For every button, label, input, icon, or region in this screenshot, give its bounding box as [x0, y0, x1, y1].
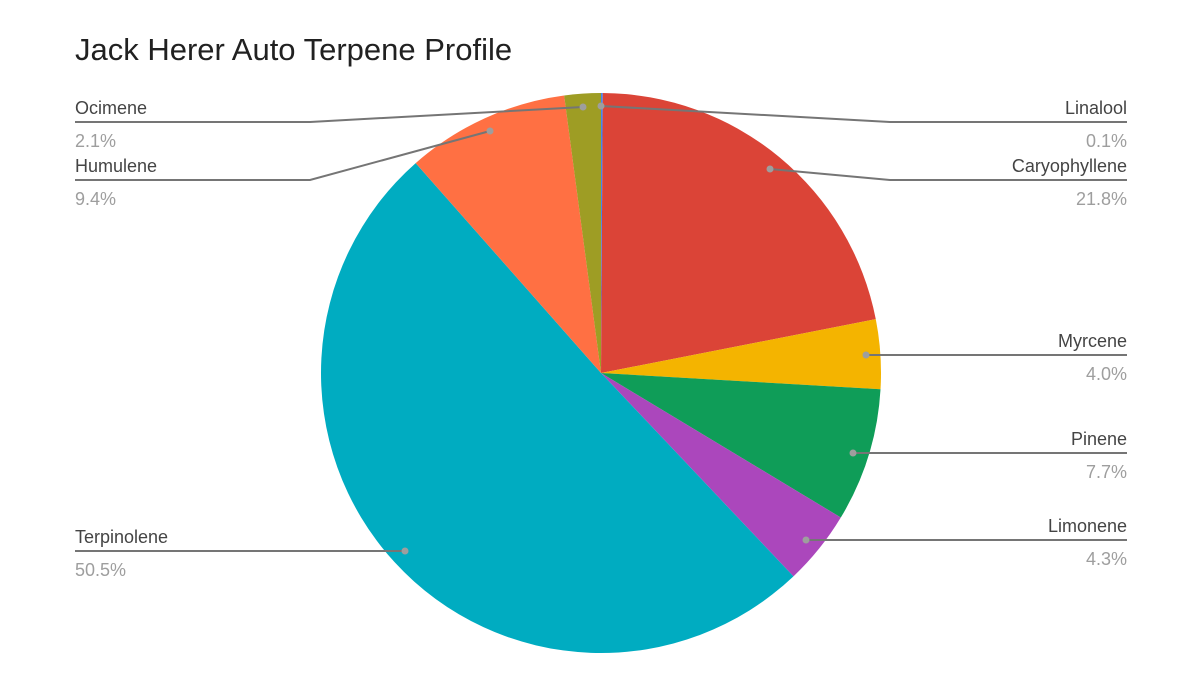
pie-slice-caryophyllene: [601, 93, 876, 373]
pie-slice-linalool: [601, 93, 603, 373]
slice-percent-myrcene: 4.0%: [1086, 364, 1127, 384]
leader-dot-terpinolene: [401, 547, 409, 555]
pie-slice-myrcene: [601, 319, 881, 390]
pie-slice-humulene: [415, 95, 601, 374]
slice-percent-linalool: 0.1%: [1086, 131, 1127, 151]
slice-percent-pinene: 7.7%: [1086, 462, 1127, 482]
leader-line-linalool: [600, 105, 1127, 123]
leader-dot-linalool: [597, 102, 605, 110]
pie-slice-pinene: [601, 373, 881, 518]
slice-percent-caryophyllene: 21.8%: [1076, 189, 1127, 209]
pie-slice-ocimene: [564, 93, 601, 373]
slice-percent-humulene: 9.4%: [75, 189, 116, 209]
slice-percent-ocimene: 2.1%: [75, 131, 116, 151]
leader-line-caryophyllene: [769, 168, 1127, 181]
leader-dot-limonene: [802, 536, 810, 544]
leader-line-ocimene: [75, 106, 584, 123]
pie-slice-terpinolene: [320, 163, 794, 654]
slice-label-humulene: Humulene: [75, 156, 157, 176]
leader-dot-myrcene: [862, 351, 870, 359]
slice-percent-terpinolene: 50.5%: [75, 560, 126, 580]
slice-label-linalool: Linalool: [1065, 98, 1127, 118]
chart-title: Jack Herer Auto Terpene Profile: [75, 32, 512, 67]
leader-dot-humulene: [486, 127, 494, 135]
slice-label-terpinolene: Terpinolene: [75, 527, 168, 547]
leader-dot-pinene: [849, 449, 857, 457]
slice-label-caryophyllene: Caryophyllene: [1012, 156, 1127, 176]
leader-dot-caryophyllene: [766, 165, 774, 173]
slice-label-myrcene: Myrcene: [1058, 331, 1127, 351]
leader-line-humulene: [75, 130, 491, 181]
slice-label-ocimene: Ocimene: [75, 98, 147, 118]
slice-label-limonene: Limonene: [1048, 516, 1127, 536]
pie-slice-limonene: [601, 373, 841, 577]
leader-dot-ocimene: [579, 103, 587, 111]
slice-label-pinene: Pinene: [1071, 429, 1127, 449]
slice-percent-limonene: 4.3%: [1086, 549, 1127, 569]
